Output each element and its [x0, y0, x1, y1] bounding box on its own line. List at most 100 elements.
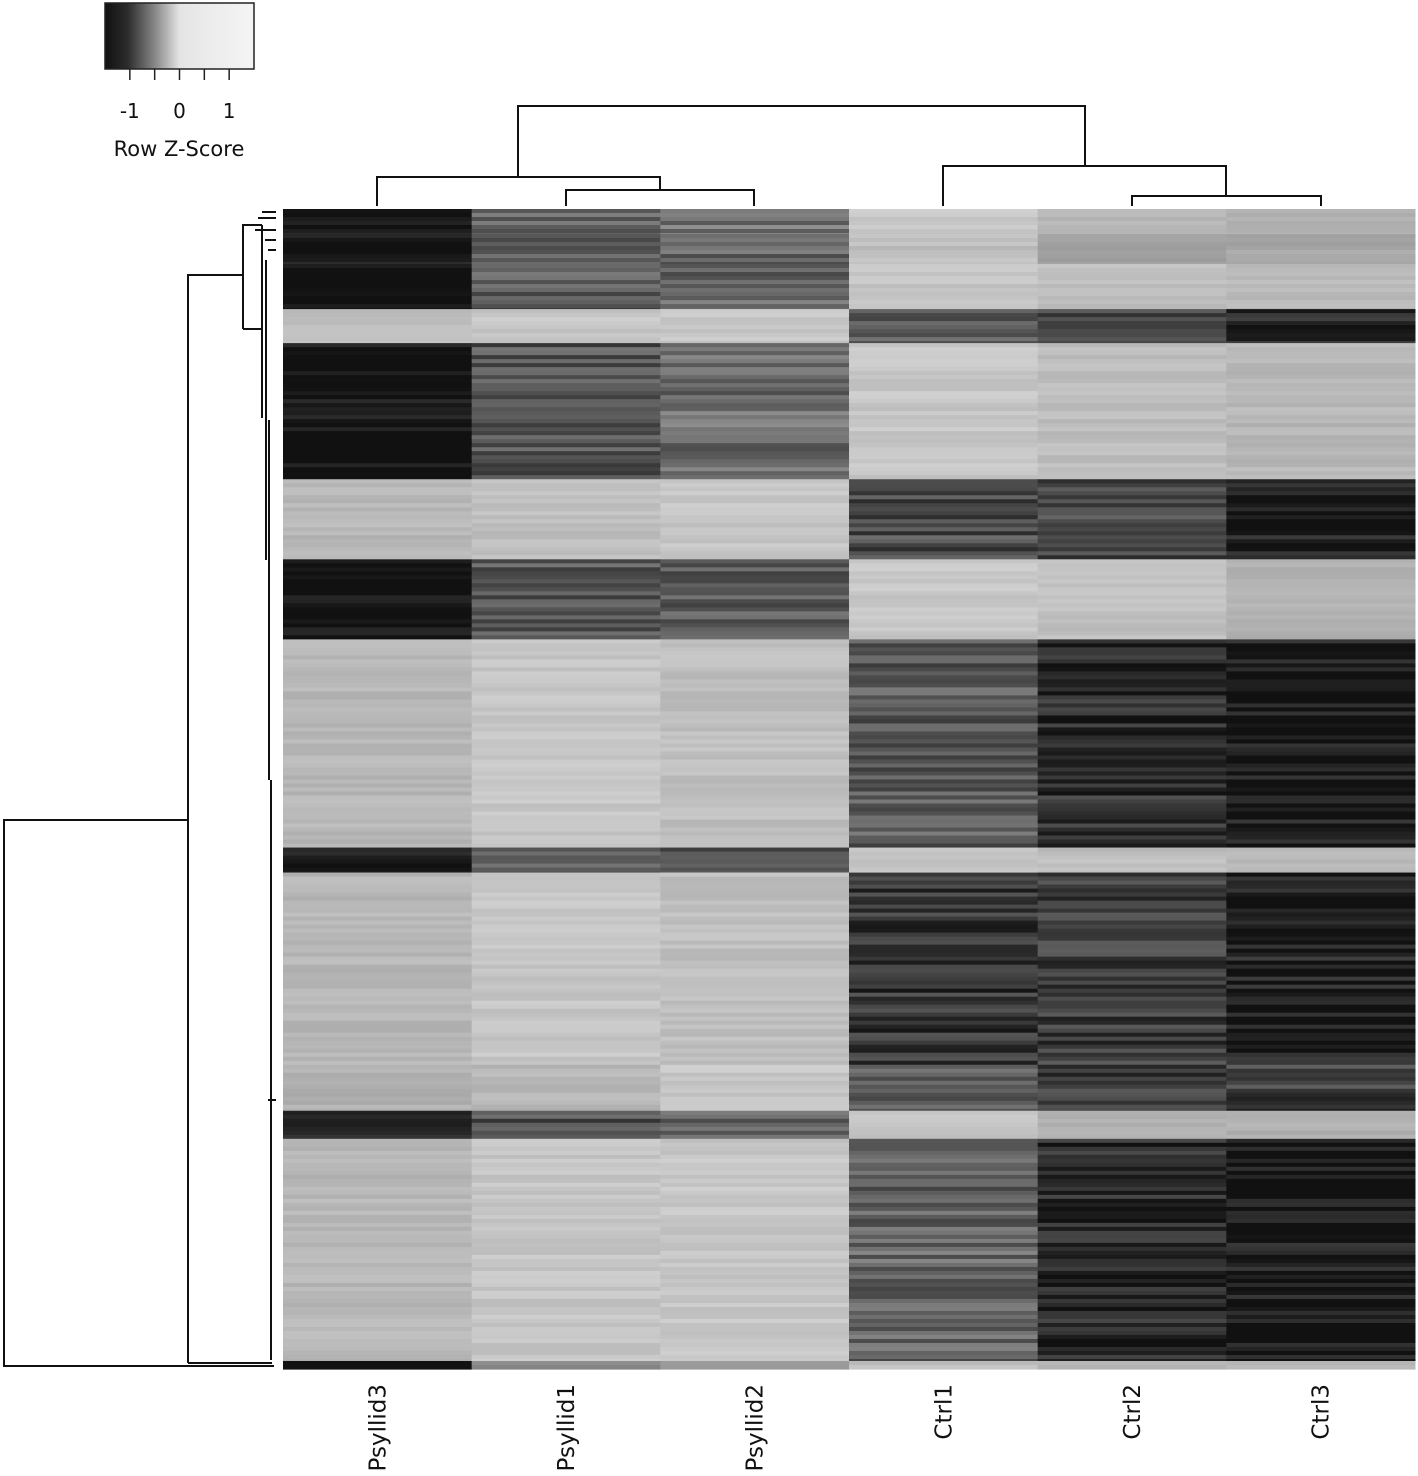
heatmap-cell [1226, 615, 1416, 620]
heatmap-cell [1037, 655, 1227, 660]
heatmap-cell [283, 639, 473, 644]
heatmap-cell [660, 795, 850, 801]
heatmap-cell [849, 787, 1039, 793]
heatmap-cell [849, 242, 1039, 247]
heatmap-cell [660, 936, 850, 942]
heatmap-cell [1226, 980, 1416, 986]
heatmap-cell [471, 1214, 661, 1220]
heatmap-cell [471, 872, 661, 878]
heatmap-cell [1037, 863, 1227, 869]
heatmap-cell [660, 1000, 850, 1006]
heatmap-cell [471, 880, 661, 886]
heatmap-cell [660, 888, 850, 894]
heatmap-cell [471, 238, 661, 243]
heatmap-cell [660, 229, 850, 234]
heatmap-cell [1037, 1246, 1227, 1252]
heatmap-cell [283, 487, 473, 492]
heatmap-cell [1226, 225, 1416, 230]
heatmap-cell [471, 333, 661, 338]
heatmap-cell [1037, 391, 1227, 396]
heatmap-cell [1037, 209, 1227, 214]
heatmap-cell [660, 371, 850, 376]
heatmap-cell [1037, 603, 1227, 608]
heatmap-cell [849, 1028, 1039, 1034]
heatmap-cell [1037, 1154, 1227, 1160]
heatmap-cell [283, 292, 473, 297]
heatmap-cell [1037, 1298, 1227, 1304]
heatmap-cell [283, 1226, 473, 1232]
heatmap-cell [1226, 1354, 1416, 1360]
heatmap-cell [1037, 1138, 1227, 1144]
heatmap-cell [660, 1210, 850, 1216]
heatmap-cell [849, 375, 1039, 380]
heatmap-cell [849, 783, 1039, 789]
heatmap-cell [283, 463, 473, 468]
heatmap-cell [1226, 1246, 1416, 1252]
heatmap-cell [849, 775, 1039, 781]
heatmap-cell [471, 1314, 661, 1320]
heatmap-cell [660, 264, 850, 269]
heatmap-cell [471, 250, 661, 255]
heatmap-cell [1037, 1174, 1227, 1180]
heatmap-cell [1037, 519, 1227, 524]
heatmap-cell [1037, 1110, 1227, 1116]
heatmap-cell [849, 423, 1039, 428]
heatmap-cell [1037, 575, 1227, 580]
heatmap-cell [1037, 687, 1227, 693]
heatmap-cell [471, 1056, 661, 1062]
heatmap-cell [1037, 435, 1227, 440]
heatmap-cell [1037, 847, 1227, 853]
heatmap-cell [660, 635, 850, 640]
color-key-tick-labels: -1 0 1 [120, 99, 236, 123]
heatmap-cell [283, 783, 473, 789]
heatmap-cell [660, 313, 850, 318]
heatmap-cell [283, 439, 473, 444]
heatmap-cell [283, 1064, 473, 1070]
heatmap-cell [849, 233, 1039, 235]
heatmap-cell [471, 972, 661, 978]
heatmap-cell [1037, 1012, 1227, 1018]
heatmap-cell [849, 221, 1039, 226]
heatmap-cell [471, 1092, 661, 1098]
heatmap-cell [1226, 611, 1416, 616]
heatmap-cell [849, 1354, 1039, 1360]
heatmap-cell [471, 871, 661, 874]
heatmap-cell [283, 459, 473, 464]
heatmap-cell [471, 687, 661, 693]
heatmap-cell [1226, 1118, 1416, 1124]
heatmap-cell [283, 775, 473, 781]
heatmap-cell [283, 495, 473, 500]
heatmap-cell [660, 246, 850, 251]
heatmap-cell [283, 284, 473, 289]
heatmap-cell [1226, 1114, 1416, 1120]
heatmap-cell [849, 1020, 1039, 1026]
heatmap-cell [283, 451, 473, 456]
heatmap-cell [660, 1122, 850, 1128]
heatmap-cell [1037, 317, 1227, 322]
heatmap-cell [849, 343, 1039, 348]
heatmap-cell [849, 1302, 1039, 1308]
heatmap-cell [283, 591, 473, 596]
heatmap-cell [471, 1084, 661, 1090]
heatmap-cell [1037, 992, 1227, 998]
heatmap-cell [660, 341, 850, 344]
heatmap-cell [471, 711, 661, 717]
heatmap-cell [660, 242, 850, 247]
heatmap-cell [283, 415, 473, 420]
heatmap-cell [471, 928, 661, 934]
heatmap-cell [660, 839, 850, 845]
heatmap-cell [1226, 743, 1416, 749]
heatmap-cell [283, 238, 473, 243]
heatmap-cell [849, 411, 1039, 416]
heatmap-cell [471, 980, 661, 986]
heatmap-cell [849, 435, 1039, 440]
heatmap-cell [660, 988, 850, 994]
heatmap-cell [1037, 615, 1227, 620]
heatmap-cell [660, 715, 850, 721]
heatmap-cell [660, 799, 850, 805]
heatmap-cell [471, 431, 661, 436]
heatmap-cell [849, 515, 1039, 520]
heatmap-cell [849, 1226, 1039, 1232]
heatmap-cell [1037, 313, 1227, 318]
heatmap-cell [1226, 1358, 1416, 1362]
